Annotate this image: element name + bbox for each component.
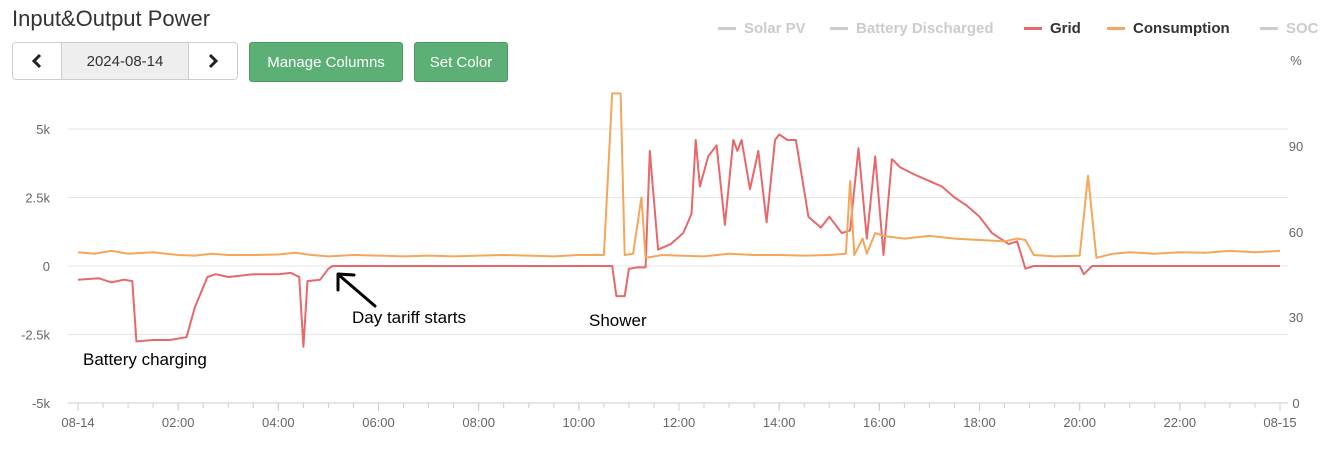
legend-swatch: [1024, 27, 1042, 30]
legend-item-solar-pv[interactable]: Solar PV: [718, 20, 806, 37]
manage-columns-button[interactable]: Manage Columns: [249, 42, 403, 82]
legend-label: Grid: [1050, 20, 1081, 37]
date-navigator: 2024-08-14: [12, 42, 238, 80]
y-right-unit-label: %: [1290, 53, 1302, 68]
series-line-consumption: [77, 92, 1281, 259]
legend-swatch: [718, 27, 736, 30]
legend-item-consumption[interactable]: Consumption: [1107, 20, 1230, 37]
legend-swatch: [830, 27, 848, 30]
y-tick-label: -2.5k: [21, 328, 50, 343]
arrow-icon: [338, 274, 377, 308]
x-tick-label: 08-15: [1263, 415, 1296, 430]
x-tick-label: 20:00: [1063, 415, 1096, 430]
page-title: Input&Output Power: [12, 6, 211, 31]
series-line-grid: [77, 133, 1280, 348]
x-tick-label: 06:00: [362, 415, 395, 430]
y-tick-label: 2.5k: [25, 191, 50, 206]
x-tick-label: 08:00: [462, 415, 495, 430]
y-right-tick-label: 60: [1289, 225, 1303, 240]
y-tick-label: -5k: [32, 396, 51, 411]
x-tick-label: 08-14: [61, 415, 94, 430]
y-right-tick-label: 90: [1289, 139, 1303, 154]
x-tick-label: 22:00: [1164, 415, 1197, 430]
legend-item-soc[interactable]: SOC: [1260, 20, 1319, 37]
arrow-head-icon: [336, 272, 356, 292]
next-day-button[interactable]: [189, 43, 237, 79]
x-tick-label: 02:00: [162, 415, 195, 430]
x-tick-label: 16:00: [863, 415, 896, 430]
x-tick-label: 18:00: [963, 415, 996, 430]
x-tick-label: 04:00: [262, 415, 295, 430]
y-right-tick-label: 30: [1289, 310, 1303, 325]
prev-day-button[interactable]: [13, 43, 61, 79]
annotation-day-tariff: Day tariff starts: [352, 308, 466, 327]
date-field[interactable]: 2024-08-14: [61, 43, 189, 79]
annotation-battery-charging: Battery charging: [83, 350, 207, 369]
legend-swatch: [1260, 27, 1278, 30]
legend-label: SOC: [1286, 20, 1319, 37]
legend-label: Solar PV: [744, 20, 806, 37]
x-tick-label: 12:00: [663, 415, 696, 430]
legend-label: Consumption: [1133, 20, 1230, 37]
set-color-button[interactable]: Set Color: [414, 42, 508, 82]
x-tick-label: 14:00: [763, 415, 796, 430]
x-tick-label: 10:00: [563, 415, 596, 430]
legend-swatch: [1107, 27, 1125, 30]
legend-label: Battery Discharged: [856, 20, 994, 37]
y-tick-label: 5k: [36, 122, 50, 137]
legend-item-battery-discharged[interactable]: Battery Discharged: [830, 20, 994, 37]
chevron-left-icon: [31, 53, 42, 69]
y-tick-label: 0: [43, 259, 50, 274]
annotation-shower: Shower: [589, 311, 647, 330]
y-right-tick-label: 0: [1292, 396, 1299, 411]
chevron-right-icon: [208, 53, 219, 69]
legend-item-grid[interactable]: Grid: [1024, 20, 1081, 37]
